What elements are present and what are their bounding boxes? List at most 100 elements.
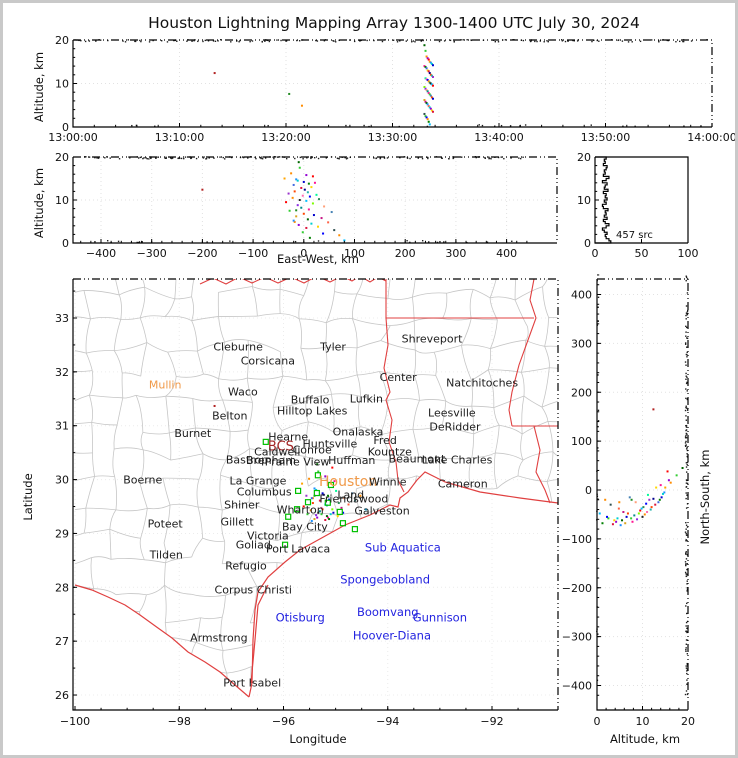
plot-canvas: Cleburne Tyler Corsicana Shreveport Center Na… <box>48 34 735 728</box>
city-label: Conroe <box>293 443 332 456</box>
figure-title: Houston Lightning Mapping Array 1300-140… <box>148 14 640 32</box>
tick-label: 300 <box>445 247 466 260</box>
tick-label: 31 <box>55 420 69 433</box>
city-label: Center <box>380 371 418 384</box>
tick-label: 13:30:00 <box>368 131 417 144</box>
tick-label: 14:00:00 <box>687 131 735 144</box>
city-label: Land <box>337 489 364 502</box>
city-label: Winnie <box>369 475 407 488</box>
tick-label: −96 <box>272 715 295 728</box>
city-label: Buffalo <box>291 393 330 406</box>
city-label: Houston <box>319 474 377 490</box>
tick-label: 0 <box>62 237 69 250</box>
tick-label: 20 <box>681 715 695 728</box>
city-label: Tilden <box>149 549 183 562</box>
city-label: Brenham <box>246 454 296 467</box>
tick-label: 0 <box>300 247 307 260</box>
tick-label: 100 <box>571 435 592 448</box>
city-label: DeRidder <box>429 420 481 433</box>
grid-lines <box>73 40 712 710</box>
tick-label: 33 <box>55 312 69 325</box>
panel-frame <box>73 39 713 127</box>
city-label: Bastrop <box>226 454 268 467</box>
tick-label: −100 <box>60 715 90 728</box>
tick-label: 26 <box>55 689 69 702</box>
panel-frame <box>597 278 689 710</box>
tick-label: 100 <box>678 247 699 260</box>
source-count-annotation: 457 src <box>616 230 653 241</box>
city-label: La Grange <box>230 475 287 488</box>
tick-label: 400 <box>571 289 592 302</box>
city-label: Hearne <box>268 431 308 444</box>
tick-label: 100 <box>344 247 365 260</box>
city-label: Waco <box>228 385 258 398</box>
city-label: Corpus Christi <box>215 584 292 597</box>
city-label: Port Isabel <box>223 677 281 690</box>
tick-label: 50 <box>635 247 649 260</box>
tick-label: 10 <box>577 194 591 207</box>
city-label: Cameron <box>438 477 488 490</box>
city-label: Friendswood <box>319 492 388 505</box>
map-xlabel: Longitude <box>289 732 347 746</box>
city-label: Galveston <box>354 504 409 517</box>
tick-label: 13:00:00 <box>48 131 97 144</box>
tick-label: 13:50:00 <box>581 131 630 144</box>
tick-label: −98 <box>168 715 191 728</box>
tick-label: −400 <box>562 680 592 693</box>
tick-label: 29 <box>55 527 69 540</box>
tick-label: 0 <box>62 121 69 134</box>
city-label: Shreveport <box>402 333 464 346</box>
tick-label: 13:40:00 <box>474 131 523 144</box>
tick-label: 0 <box>584 237 591 250</box>
city-label: Otisburg <box>276 611 325 625</box>
panel-frame <box>72 279 558 711</box>
tick-label: 0 <box>592 247 599 260</box>
histogram-line <box>595 156 612 244</box>
tick-label: 10 <box>55 194 69 207</box>
tick-label: 10 <box>55 78 69 91</box>
panel-frame <box>594 157 688 244</box>
city-label: Goliad <box>236 538 271 551</box>
tick-label: 30 <box>55 474 69 487</box>
tick-label: 13:20:00 <box>261 131 310 144</box>
city-label: Belton <box>212 410 247 423</box>
city-label: Tyler <box>319 341 346 354</box>
tick-label: −300 <box>137 247 167 260</box>
city-label: Huffman <box>328 454 375 467</box>
tick-label: 27 <box>55 635 69 648</box>
tick-label: 20 <box>577 151 591 164</box>
coastline <box>74 471 558 698</box>
city-label: Beaumont <box>389 453 446 466</box>
city-label: Fred <box>373 434 397 447</box>
panel-frame <box>595 156 689 243</box>
station-markers <box>262 438 359 548</box>
city-label: Huntsville <box>303 438 358 451</box>
city-label: Sub Aquatica <box>365 541 441 555</box>
tick-label: −200 <box>187 247 217 260</box>
city-label: Wharton <box>277 503 324 516</box>
city-label: Hilltop Lakes <box>277 405 348 418</box>
panel-frame <box>72 40 712 128</box>
city-label: Caldwell <box>254 446 300 459</box>
tick-label: 0 <box>594 715 601 728</box>
tick-label: 20 <box>55 151 69 164</box>
tick-label: 10 <box>636 715 650 728</box>
tick-label: 32 <box>55 366 69 379</box>
city-label: Onalaska <box>333 426 384 439</box>
panel-frame <box>73 278 559 710</box>
city-label: BCS <box>268 439 294 454</box>
city-label: Victoria <box>247 530 289 543</box>
ew-panel-xlabel: East-West, km <box>277 252 359 266</box>
city-label: Port Lavaca <box>266 543 330 556</box>
tick-label: −300 <box>562 631 592 644</box>
tick-label: 0 <box>585 484 592 497</box>
tick-label: −200 <box>562 582 592 595</box>
city-label: Burnet <box>174 427 212 440</box>
city-label: Refugio <box>225 559 267 572</box>
ns-panel-xlabel: Altitude, km <box>609 732 681 746</box>
city-label: Corsicana <box>241 355 295 368</box>
tick-label: 13:10:00 <box>155 131 204 144</box>
city-label: Natchitoches <box>446 377 518 390</box>
city-label: Armstrong <box>190 631 248 644</box>
